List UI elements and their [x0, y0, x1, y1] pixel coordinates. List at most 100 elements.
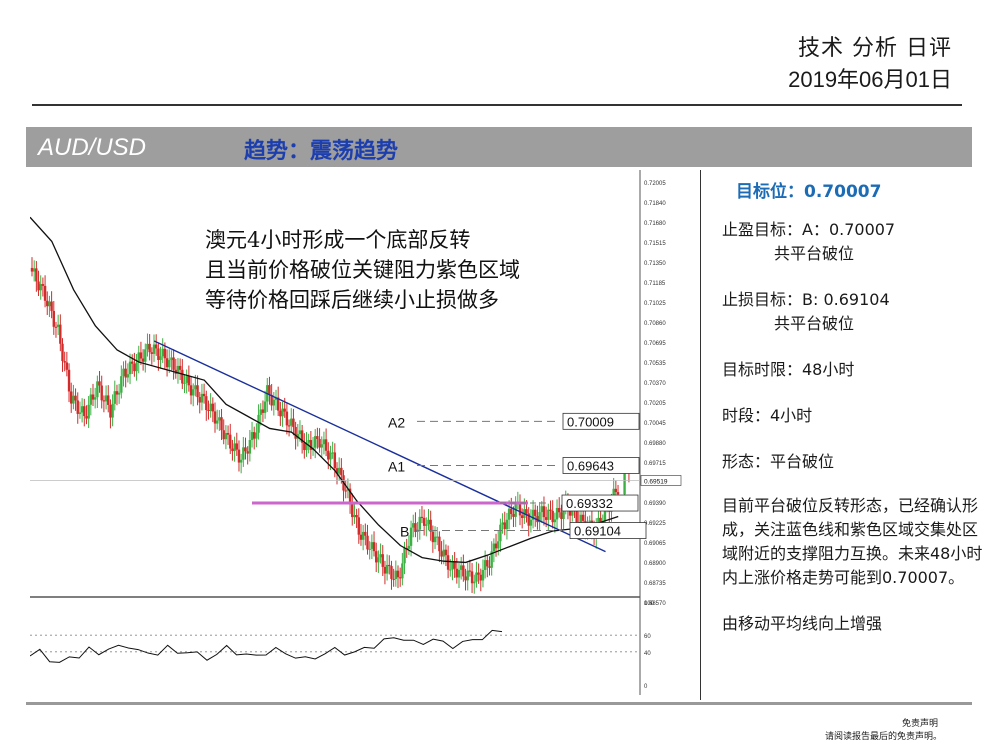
- candle-body: [542, 506, 546, 518]
- report-date: 2019年06月01日: [788, 67, 952, 92]
- candle-body: [198, 397, 201, 403]
- candle-body: [102, 400, 106, 402]
- y-tick-label: 0.70860: [644, 321, 666, 327]
- candle-body: [510, 508, 513, 515]
- candle-body: [446, 555, 450, 570]
- candle-body: [213, 411, 217, 424]
- candle-body: [307, 440, 310, 443]
- candle-body: [320, 444, 323, 448]
- candle-body: [78, 412, 82, 414]
- candle-body: [562, 509, 565, 519]
- candle-body: [305, 442, 308, 451]
- current-price-label: 0.69519: [644, 478, 668, 485]
- annotation-line-1: 澳元4小时形成一个底部反转: [205, 228, 471, 252]
- candle-body: [337, 467, 341, 474]
- candle-body: [157, 348, 160, 360]
- candle-body: [205, 396, 208, 411]
- candle-body: [192, 389, 195, 396]
- candle-body: [473, 581, 476, 584]
- candle-body: [599, 517, 602, 526]
- candle-body: [202, 393, 206, 397]
- rsi-tick-label: 40: [644, 651, 651, 657]
- candle-body: [571, 507, 574, 516]
- candle-body: [355, 515, 358, 518]
- candle-body: [466, 570, 469, 581]
- candle-body: [128, 361, 132, 375]
- analysis-panel: 目标位：0.70007 止盈目标：A：0.70007 共平台破位 止损目标：B:…: [722, 180, 992, 636]
- candle-body: [481, 569, 485, 581]
- candle-body: [429, 519, 432, 532]
- annotation-line-2: 且当前价格破位关键阻力紫色区域: [205, 258, 520, 282]
- candle-body: [37, 281, 40, 291]
- candle-body: [324, 439, 328, 451]
- candle-body: [534, 509, 537, 516]
- candle-body: [189, 385, 193, 396]
- candle-body: [433, 536, 437, 543]
- candle-body: [187, 376, 191, 386]
- candle-body: [211, 403, 215, 412]
- candle-body: [475, 572, 478, 582]
- candle-body: [549, 509, 552, 511]
- candle-body: [170, 357, 173, 361]
- candle-body: [61, 343, 64, 362]
- candle-body: [224, 433, 228, 440]
- candle-body: [52, 310, 55, 327]
- y-tick-label: 0.69880: [644, 441, 666, 447]
- candle-body: [366, 535, 369, 550]
- candle-body: [536, 515, 539, 523]
- candle-body: [139, 352, 143, 359]
- level-value-label: 0.70009: [567, 414, 614, 429]
- candle-body: [420, 516, 424, 518]
- candle-body: [390, 566, 393, 579]
- candle-body: [470, 571, 474, 584]
- timeframe: 时段：4小时: [722, 406, 813, 425]
- candle-body: [547, 509, 550, 520]
- candle-body: [329, 452, 332, 460]
- candle-body: [54, 326, 58, 328]
- y-tick-label: 0.71350: [644, 261, 666, 267]
- candle-body: [56, 324, 60, 327]
- candle-body: [468, 570, 472, 572]
- candle-body: [292, 418, 295, 427]
- candle-body: [364, 531, 367, 536]
- level-value-label: 0.69332: [566, 496, 613, 511]
- candle-body: [248, 440, 252, 454]
- level-name-label: A1: [388, 459, 405, 475]
- candle-body: [527, 513, 530, 526]
- candle-body: [159, 356, 162, 360]
- candle-body: [96, 381, 99, 398]
- candle-body: [120, 376, 123, 393]
- candle-body: [222, 430, 225, 440]
- candle-body: [383, 566, 387, 574]
- candle-body: [135, 362, 138, 372]
- candle-body: [381, 554, 384, 567]
- candle-body: [579, 514, 583, 523]
- candle-body: [250, 432, 254, 441]
- candle-body: [331, 452, 334, 454]
- candle-body: [540, 506, 543, 513]
- candle-body: [65, 362, 69, 370]
- candle-body: [124, 368, 127, 378]
- candle-body: [43, 285, 47, 301]
- candle-body: [544, 517, 548, 520]
- candle-body: [268, 385, 271, 395]
- y-tick-label: 0.71515: [644, 241, 666, 247]
- candle-body: [87, 404, 90, 419]
- level-box: [561, 494, 639, 512]
- chart-annotation: 澳元4小时形成一个底部反转 且当前价格破位关键阻力紫色区域 等待价格回踩后继续小…: [205, 225, 520, 315]
- candle-body: [316, 436, 319, 440]
- level-box: [562, 457, 640, 474]
- candle-body: [398, 577, 402, 579]
- candle-body: [494, 543, 498, 549]
- candle-body: [407, 545, 411, 549]
- candle-body: [507, 508, 511, 520]
- candle-body: [150, 352, 154, 354]
- candle-body: [318, 439, 321, 448]
- y-tick-label: 0.69390: [644, 501, 666, 507]
- candle-body: [239, 459, 243, 463]
- candle-body: [361, 531, 365, 540]
- candle-body: [497, 541, 500, 549]
- candle-body: [394, 570, 398, 580]
- candle-body: [344, 490, 347, 492]
- candle-body: [76, 400, 79, 414]
